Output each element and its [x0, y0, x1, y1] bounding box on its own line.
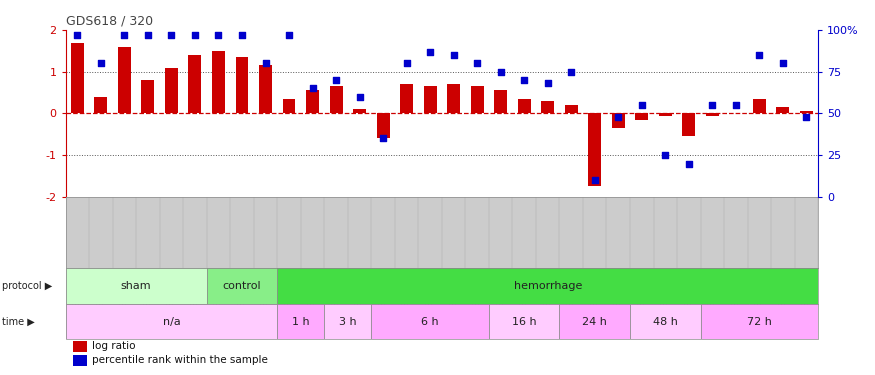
Bar [494, 90, 507, 113]
Bar [376, 113, 389, 138]
Bar [354, 109, 366, 113]
Point [258, 60, 272, 66]
Bar [518, 99, 530, 113]
Point [800, 114, 814, 120]
Text: 3 h: 3 h [339, 316, 357, 327]
Point [376, 135, 390, 141]
Point [164, 32, 178, 38]
Point [188, 32, 202, 38]
Point [729, 102, 743, 108]
Point [682, 160, 696, 166]
Text: 48 h: 48 h [653, 316, 678, 327]
Bar [188, 55, 201, 113]
Point [282, 32, 296, 38]
Point [235, 32, 249, 38]
Point [305, 86, 319, 92]
Bar [635, 113, 648, 120]
Point [141, 32, 155, 38]
Point [94, 60, 108, 66]
Bar [701, 304, 818, 339]
Bar [142, 80, 154, 113]
Text: n/a: n/a [163, 316, 180, 327]
Bar [212, 51, 225, 113]
Text: hemorrhage: hemorrhage [514, 281, 582, 291]
Bar [66, 268, 206, 304]
Text: percentile rank within the sample: percentile rank within the sample [92, 356, 268, 366]
Point [493, 69, 507, 75]
Bar [118, 47, 131, 113]
Point [634, 102, 648, 108]
Text: protocol ▶: protocol ▶ [2, 281, 52, 291]
Bar [71, 42, 84, 113]
Bar [330, 86, 342, 113]
Point [470, 60, 484, 66]
Bar [588, 113, 601, 186]
Bar [612, 113, 625, 128]
Bar [659, 113, 672, 116]
Text: GDS618 / 320: GDS618 / 320 [66, 15, 153, 27]
Bar [564, 105, 578, 113]
Point [424, 49, 438, 55]
Bar [277, 268, 818, 304]
Text: log ratio: log ratio [92, 341, 136, 351]
Bar [277, 304, 325, 339]
Point [776, 60, 790, 66]
Text: 16 h: 16 h [512, 316, 536, 327]
Bar [74, 341, 87, 352]
Bar [306, 90, 319, 113]
Bar [471, 86, 484, 113]
Bar [259, 66, 272, 113]
Bar [235, 57, 248, 113]
Point [588, 177, 602, 183]
Point [517, 77, 531, 83]
Bar [283, 99, 296, 113]
Bar [94, 97, 108, 113]
Bar [447, 84, 460, 113]
Point [446, 52, 460, 58]
Point [658, 152, 672, 158]
Text: control: control [222, 281, 262, 291]
Bar [542, 101, 554, 113]
Text: 24 h: 24 h [582, 316, 607, 327]
Point [400, 60, 414, 66]
Bar [66, 304, 277, 339]
Point [117, 32, 131, 38]
Point [329, 77, 343, 83]
Point [353, 94, 367, 100]
Bar [371, 304, 489, 339]
Bar [206, 268, 277, 304]
Point [212, 32, 226, 38]
Bar [74, 355, 87, 366]
Bar [165, 68, 178, 113]
Point [705, 102, 719, 108]
Text: 1 h: 1 h [292, 316, 310, 327]
Bar [752, 99, 766, 113]
Bar [630, 304, 701, 339]
Point [541, 80, 555, 86]
Bar [706, 113, 718, 116]
Bar [559, 304, 630, 339]
Bar [424, 86, 437, 113]
Point [70, 32, 84, 38]
Bar [489, 304, 559, 339]
Text: sham: sham [121, 281, 151, 291]
Point [752, 52, 766, 58]
Text: time ▶: time ▶ [2, 316, 34, 327]
Text: 6 h: 6 h [421, 316, 439, 327]
Bar [682, 113, 696, 136]
Bar [776, 107, 789, 113]
Bar [400, 84, 413, 113]
Point [612, 114, 626, 120]
Bar [325, 304, 371, 339]
Bar [800, 111, 813, 113]
Point [564, 69, 578, 75]
Text: 72 h: 72 h [747, 316, 772, 327]
